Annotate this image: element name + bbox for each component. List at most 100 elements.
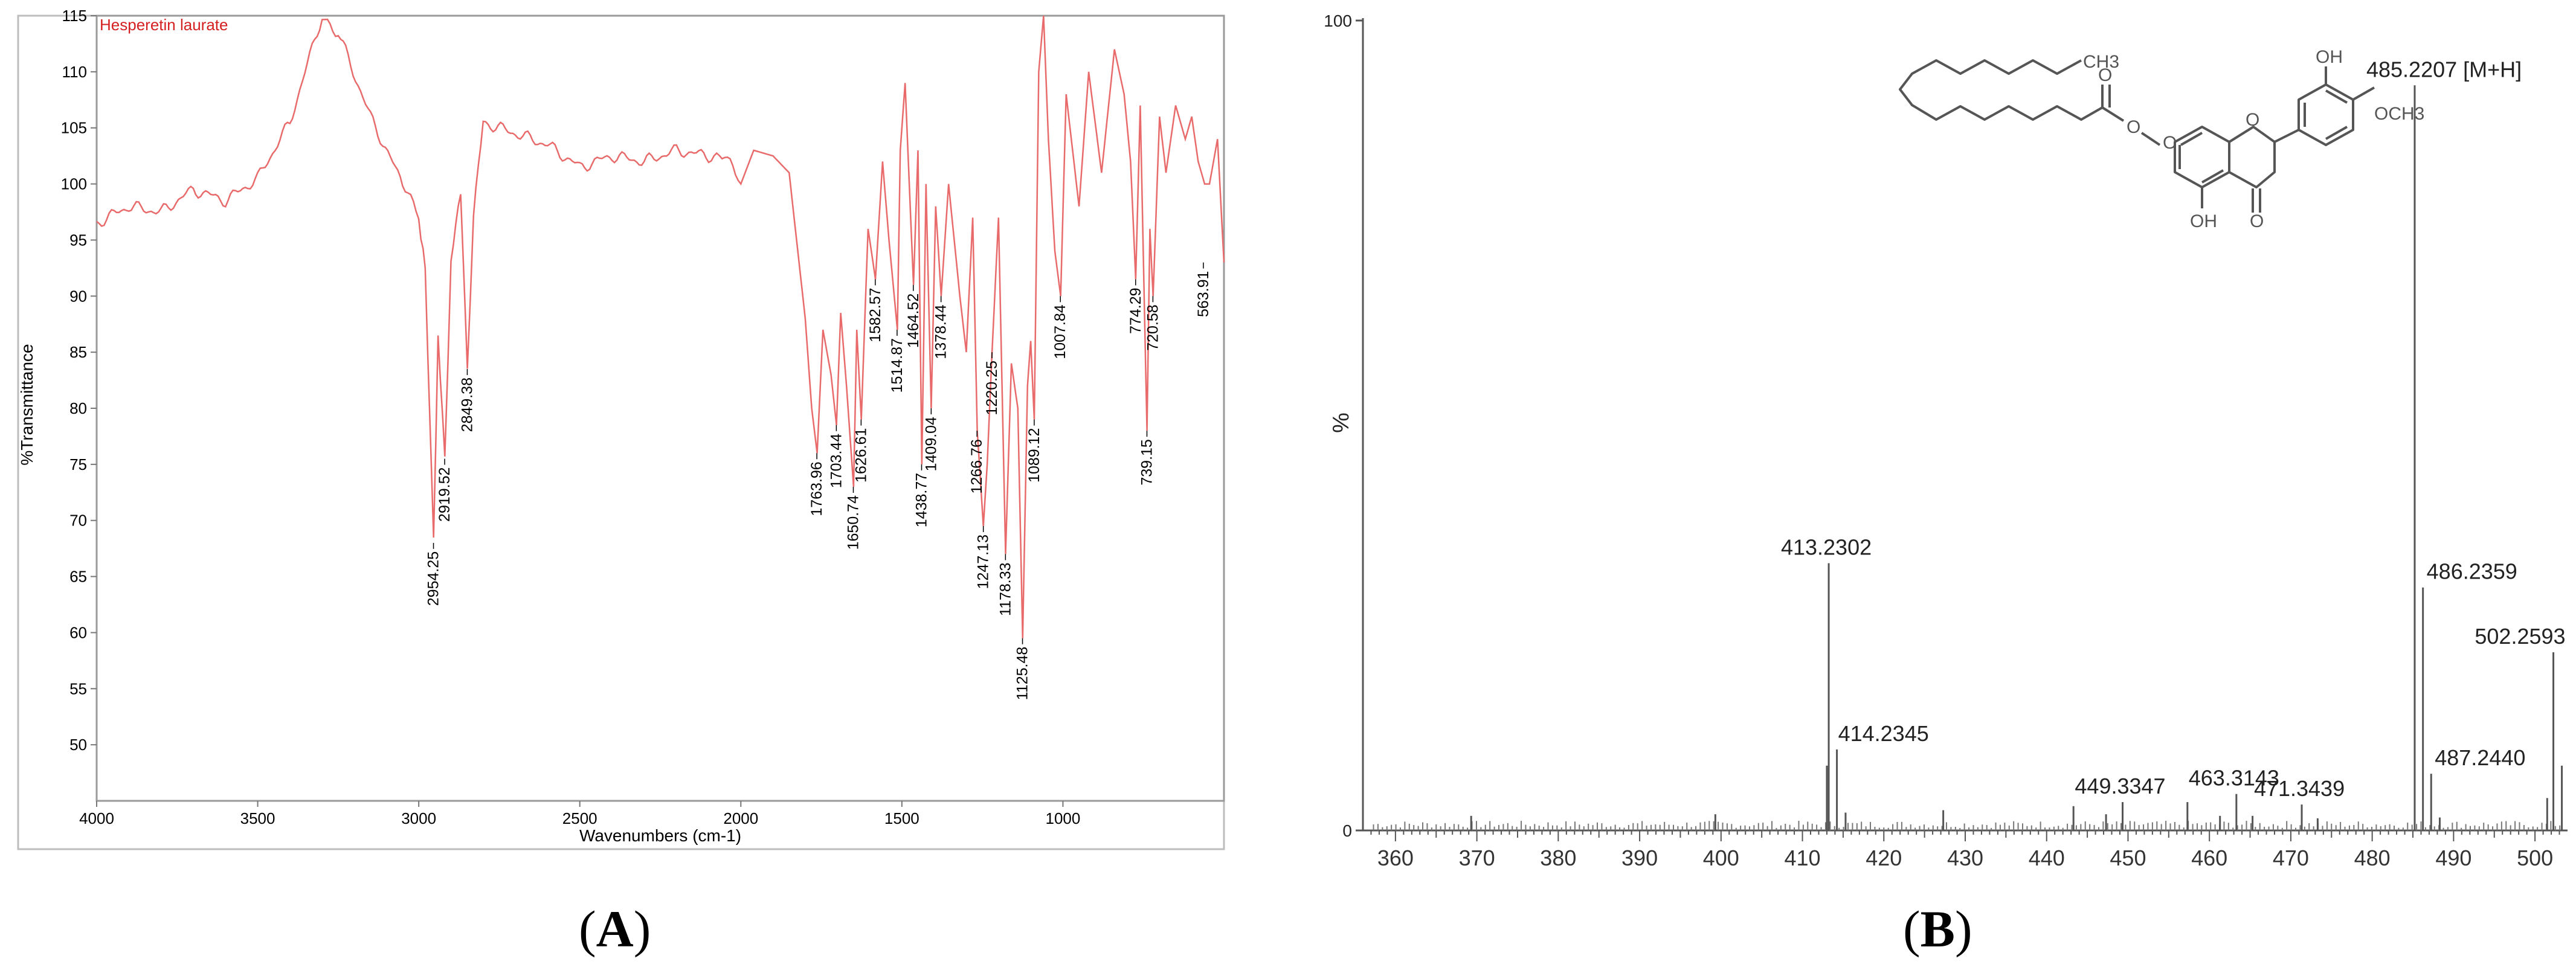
ms-noise-peaks <box>1373 821 2561 830</box>
ir-y-tick-label: 65 <box>69 568 87 586</box>
ms-y-axis-label: % <box>1328 413 1354 433</box>
ir-peak-label: 1007.84 <box>1052 304 1069 359</box>
ms-peak-labels: 485.2207 [M+H] 413.2302 486.2359 502.2593 41… <box>1781 57 2566 801</box>
ir-peak-label: 1464.52 <box>905 294 922 348</box>
ir-y-axis: 50 55 60 65 70 75 80 85 90 95 100 105 110 115 <box>61 7 97 754</box>
ir-peak-label: 1703.44 <box>828 434 845 488</box>
ir-outer-frame <box>17 14 1225 850</box>
ir-spectrum-line <box>96 15 1225 638</box>
ms-x-tick-label: 440 <box>2029 846 2065 870</box>
ms-peak-label: 486.2359 <box>2427 559 2517 584</box>
ir-x-tick-label: 2500 <box>562 809 597 827</box>
molecule-label-oh-top: OH <box>2316 47 2343 67</box>
ms-x-tick-label: 400 <box>1703 846 1739 870</box>
ir-peak-label: 1409.04 <box>923 417 939 471</box>
ir-x-axis-label: Wavenumbers (cm-1) <box>579 826 741 845</box>
molecule-label-och3: OCH3 <box>2374 104 2424 124</box>
molecule-label-ring-oxygen: O <box>2246 110 2259 130</box>
panel-label-b: (B) <box>1903 900 1972 958</box>
ms-peak-label: 487.2440 <box>2435 745 2525 770</box>
ir-peak-label: 1178.33 <box>997 562 1014 616</box>
ir-y-axis-label: %Transmittance <box>18 344 36 465</box>
molecule-label-aryl-oxygen: O <box>2163 133 2177 153</box>
mass-spectrum-chart: 0 100 360 370 380 390 400 410 420 430 440 450 460 47… <box>1324 11 2568 870</box>
ir-y-tick-label: 105 <box>61 119 87 137</box>
ir-peak-label: 1626.61 <box>852 428 869 483</box>
ir-y-tick-label: 115 <box>62 7 87 25</box>
ms-y-tick-label: 0 <box>1342 821 1352 840</box>
ms-peak-label: 485.2207 [M+H] <box>2366 57 2522 82</box>
ms-x-tick-label: 380 <box>1540 846 1576 870</box>
ir-y-tick-label: 70 <box>69 512 87 530</box>
ir-x-tick-label: 1500 <box>884 809 919 827</box>
panel-label-a: (A) <box>579 900 651 958</box>
ir-peak-label: 1650.74 <box>845 495 861 550</box>
ir-x-tick-label: 2000 <box>723 809 758 827</box>
ir-y-tick-label: 95 <box>69 231 87 249</box>
molecule-label-ester-oxygen: O <box>2127 117 2140 137</box>
ir-peak-label: 720.58 <box>1144 304 1161 350</box>
ir-peak-label: 1247.13 <box>975 535 992 589</box>
ir-peak-label: 1514.87 <box>889 338 906 393</box>
ir-y-tick-label: 80 <box>69 399 87 417</box>
molecule-label-oh-bottom: OH <box>2190 211 2217 231</box>
ir-peak-label: 739.15 <box>1138 439 1155 485</box>
ir-peak-label: 1378.44 <box>933 304 950 359</box>
ir-y-tick-label: 85 <box>69 343 87 361</box>
ir-y-tick-label: 50 <box>69 736 87 754</box>
ir-y-tick-label: 75 <box>69 455 87 474</box>
ir-peak-label: 1266.76 <box>968 439 985 493</box>
ms-x-tick-label: 430 <box>1947 846 1983 870</box>
ms-peak-label: 413.2302 <box>1781 535 1872 559</box>
ms-peak-label: 414.2345 <box>1838 721 1929 746</box>
ir-y-tick-label: 90 <box>69 287 87 305</box>
ir-peak-label: 2849.38 <box>459 377 475 432</box>
ir-x-tick-label: 4000 <box>79 809 114 827</box>
ms-x-tick-label: 370 <box>1459 846 1495 870</box>
molecule-structure <box>1899 59 2375 213</box>
ir-x-tick-label: 3000 <box>401 809 436 827</box>
molecule-label-ketone-oxygen: O <box>2250 211 2264 231</box>
molecule-label-ch3: CH3 <box>2083 52 2119 72</box>
ms-x-tick-label: 420 <box>1866 846 1902 870</box>
ms-peak-label: 463.3143 <box>2189 766 2279 791</box>
ms-y-axis: 0 100 <box>1324 11 1363 840</box>
ms-x-tick-label: 500 <box>2517 846 2553 870</box>
ms-x-tick-label: 390 <box>1621 846 1658 870</box>
ir-y-tick-label: 110 <box>62 63 87 81</box>
ms-x-tick-label: 450 <box>2110 846 2146 870</box>
ir-x-tick-label: 3500 <box>240 809 275 827</box>
ir-x-tick-label: 1000 <box>1046 809 1081 827</box>
ms-y-tick-label: 100 <box>1324 11 1352 30</box>
ir-y-tick-label: 55 <box>69 679 87 698</box>
ms-x-axis: 360 370 380 390 400 410 420 430 440 450 460 470 480 4… <box>1370 830 2560 870</box>
ir-y-tick-label: 100 <box>61 175 87 193</box>
ir-x-axis: 4000 3500 3000 2500 2000 1500 1000 <box>79 801 1080 827</box>
ms-peak-label: 502.2593 <box>2475 624 2565 649</box>
ir-peak-label: 2919.52 <box>436 467 453 522</box>
ir-title: Hesperetin laurate <box>100 16 228 34</box>
molecule-label-ester-carbonyl: O <box>2098 65 2112 85</box>
ir-peak-label: 563.91 <box>1195 271 1212 317</box>
ms-x-tick-label: 460 <box>2191 846 2227 870</box>
ir-peak-label: 1089.12 <box>1026 428 1043 483</box>
ms-x-tick-label: 470 <box>2273 846 2309 870</box>
ms-peak-label: 471.3439 <box>2254 776 2345 801</box>
ir-y-tick-label: 60 <box>69 623 87 641</box>
ir-peak-label: 2954.25 <box>425 551 442 606</box>
ir-peak-label: 1220.25 <box>984 361 1000 415</box>
ms-peak-label: 449.3347 <box>2075 774 2165 798</box>
ir-peak-label: 1763.96 <box>808 461 825 516</box>
ms-x-tick-label: 360 <box>1377 846 1414 870</box>
ir-peak-label: 774.29 <box>1127 287 1144 333</box>
ir-peak-label: 1582.57 <box>867 287 884 342</box>
ir-peak-label: 1438.77 <box>913 473 930 527</box>
ms-x-tick-label: 490 <box>2435 846 2471 870</box>
ir-spectrum-chart: Hesperetin laurate 50 55 60 65 70 75 80 85 90 95 1… <box>17 7 1225 850</box>
ms-x-tick-label: 410 <box>1785 846 1821 870</box>
ms-peaks <box>1470 85 2563 830</box>
molecule-atom-labels: CH3 OH OCH3 O O O O OH O <box>2083 47 2424 231</box>
ir-peak-label: 1125.48 <box>1014 647 1031 701</box>
ms-x-tick-label: 480 <box>2354 846 2391 870</box>
